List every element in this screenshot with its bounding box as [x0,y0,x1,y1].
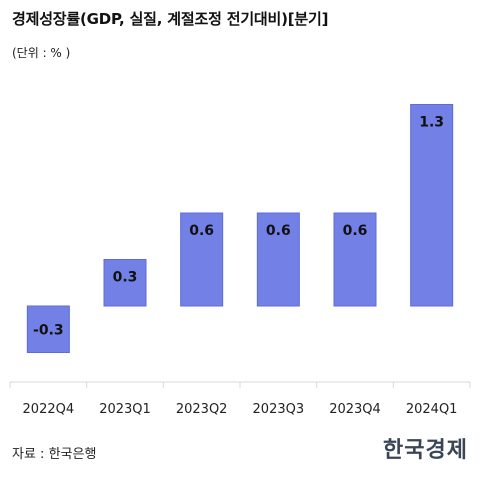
x-tick-label-2022Q4: 2022Q4 [23,402,75,417]
x-tick-label-2023Q1: 2023Q1 [99,402,151,417]
data-label-2023Q2: 0.6 [189,223,214,239]
data-label-2023Q3: 0.6 [266,223,291,239]
bars [26,104,454,353]
source-note: 자료 : 한국은행 [12,447,97,462]
data-label-2023Q4: 0.6 [343,223,368,239]
brand-logo: 한국경제 [383,437,468,463]
bar-2023Q1 [103,259,147,307]
data-label-2022Q4: -0.3 [33,322,64,338]
bar-2022Q4 [26,305,70,353]
bar-2023Q2 [180,212,224,307]
x-tick-labels: 2022Q4 2023Q1 2023Q2 2023Q3 2023Q4 2024Q1 [23,402,458,417]
bar-2023Q4 [333,212,377,307]
x-tick-label-2023Q3: 2023Q3 [253,402,305,417]
unit-label: (단위 : % ) [12,46,71,60]
x-tick-label-2023Q4: 2023Q4 [329,402,381,417]
bar-2024Q1 [410,104,454,307]
data-label-2024Q1: 1.3 [419,115,444,131]
x-axis [9,381,471,388]
x-tick-label-2024Q1: 2024Q1 [406,402,458,417]
bar-2023Q3 [256,212,300,307]
chart-title: 경제성장률(GDP, 실질, 계절조정 전기대비)[분기] [12,10,329,28]
data-label-2023Q1: 0.3 [113,270,138,286]
data-labels: -0.3 0.3 0.6 0.6 0.6 1.3 [33,115,444,339]
x-tick-label-2023Q2: 2023Q2 [176,402,228,417]
